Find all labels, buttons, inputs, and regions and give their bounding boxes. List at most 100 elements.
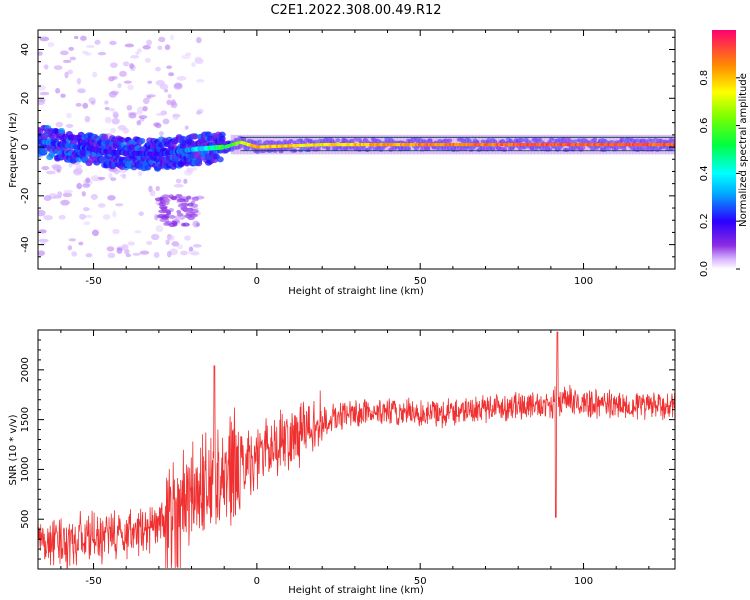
spectrogram-speckle [185, 212, 196, 217]
spectrogram-speckle [38, 250, 45, 256]
spectrogram-speckle [182, 222, 190, 227]
spectrogram-speckle [109, 127, 117, 134]
spectrogram-speckle [108, 91, 117, 98]
spectrogram-cell [138, 137, 146, 144]
spectrogram-speckle [62, 192, 73, 198]
spectrogram-speckle [82, 50, 89, 55]
spectrogram-speckle [186, 167, 195, 173]
spectrogram-speckle [154, 197, 164, 202]
spectrogram-speckle [125, 253, 132, 258]
spectrogram-speckle [180, 250, 188, 256]
spectrogram-speckle [155, 79, 165, 86]
spectrogram-speckle [43, 215, 53, 221]
spectrogram-speckle [164, 44, 171, 51]
spectrogram-halo [266, 134, 271, 155]
spectrogram-speckle [81, 191, 86, 197]
spectrogram-speckle [151, 233, 160, 241]
spectrogram-speckle [68, 238, 77, 242]
spectrogram-speckle [82, 102, 89, 109]
spectrogram-halo [269, 134, 274, 155]
spectrogram-speckle [66, 112, 72, 119]
spectrogram-speckle [83, 207, 90, 212]
spectrogram-speckle [62, 59, 72, 63]
snr-y-tick-label: 500 [20, 510, 31, 529]
spectrogram-speckle [41, 166, 50, 171]
spectrogram-speckle [188, 246, 194, 252]
spectrogram-x-tick-label: 100 [574, 276, 593, 287]
spectrogram-speckle [115, 203, 124, 207]
spectrogram-speckle [64, 71, 69, 79]
snr-y-tick-label: 1500 [20, 407, 31, 432]
spectrogram-speckle [47, 42, 55, 48]
spectrogram-speckle [136, 120, 142, 126]
spectrogram-speckle [79, 213, 86, 220]
snr-x-tick-label: -50 [85, 576, 101, 587]
spectrogram-speckle [85, 253, 93, 258]
spectrogram-speckle [45, 170, 56, 175]
spectrogram-halo [253, 134, 258, 155]
spectrogram-speckle [194, 56, 203, 62]
spectrogram-speckle [85, 177, 91, 184]
snr-x-axis-label: Height of straight line (km) [288, 585, 424, 596]
spectrogram-speckle [53, 65, 63, 70]
spectrogram-speckle [112, 228, 120, 235]
spectrogram-cell [218, 135, 226, 142]
spectrogram-speckle [168, 72, 175, 77]
spectrogram-speckle [121, 244, 129, 251]
spectrogram-speckle [191, 197, 200, 202]
spectrogram-speckle [136, 48, 143, 53]
spectrogram-speckle [181, 54, 191, 60]
spectrogram-speckle [65, 123, 74, 128]
spectrogram-speckle [146, 39, 153, 46]
spectrogram-speckle [170, 196, 178, 201]
spectrogram-panel: -50 0 50 100 -40 -20 0 20 40 Height of straight … [8, 29, 676, 297]
spectrogram-speckle [196, 79, 205, 83]
spectrogram-speckle [158, 36, 166, 43]
spectrogram-ridge-cell [672, 143, 675, 147]
spectrogram-cell [58, 127, 66, 134]
spectrogram-speckle [127, 241, 136, 246]
spectrogram-speckle [73, 35, 79, 40]
snr-x-tick-label: 100 [574, 576, 593, 587]
spectrogram-speckle [58, 214, 66, 220]
spectrogram-speckle [163, 88, 169, 93]
spectrogram-cell [179, 135, 187, 142]
spectrogram-y-tick-label: -20 [20, 188, 31, 204]
spectrogram-halo [240, 134, 245, 155]
spectrogram-speckle [108, 172, 113, 179]
spectrogram-speckle [163, 221, 171, 226]
spectrogram-speckle [60, 199, 70, 206]
spectrogram-speckle [84, 115, 91, 123]
spectrogram-speckle [77, 88, 86, 94]
snr-series-line [38, 331, 675, 569]
spectrogram-speckle [39, 36, 50, 42]
spectrogram-speckle [155, 122, 162, 129]
spectrogram-speckle [122, 61, 130, 67]
spectrogram-y-tick-label: 40 [20, 43, 31, 56]
spectrogram-speckle [63, 189, 73, 194]
spectrogram-speckle [161, 194, 170, 199]
spectrogram-speckle [51, 164, 61, 169]
spectrogram-speckle [82, 183, 91, 188]
spectrogram-x-tick-label: 0 [254, 276, 260, 287]
spectrogram-speckle [71, 251, 78, 257]
colorbar-label: Normalized spectral amplitude [738, 73, 749, 227]
spectrogram-speckle [43, 64, 49, 70]
spectrogram-speckle [187, 202, 194, 207]
spectrogram-speckle [192, 244, 202, 248]
spectrogram-speckle [176, 198, 186, 203]
spectrogram-speckle [164, 214, 170, 219]
spectrogram-speckle [171, 241, 180, 247]
snr-ticks: -50 0 50 100 500 1000 1500 2000 [20, 329, 675, 587]
spectrogram-speckle [138, 115, 148, 120]
spectrogram-speckle [155, 185, 160, 192]
spectrogram-speckle [170, 34, 175, 41]
figure-title: C2E1.2022.308.00.49.R12 [270, 3, 441, 18]
spectrogram-speckle [193, 165, 198, 171]
spectrogram-speckle [149, 189, 156, 197]
spectrogram-speckle [146, 94, 156, 98]
spectrogram-speckle [180, 206, 188, 211]
spectrogram-speckle [111, 117, 120, 125]
spectrogram-speckle [107, 195, 116, 201]
spectrogram-speckle [172, 113, 181, 118]
